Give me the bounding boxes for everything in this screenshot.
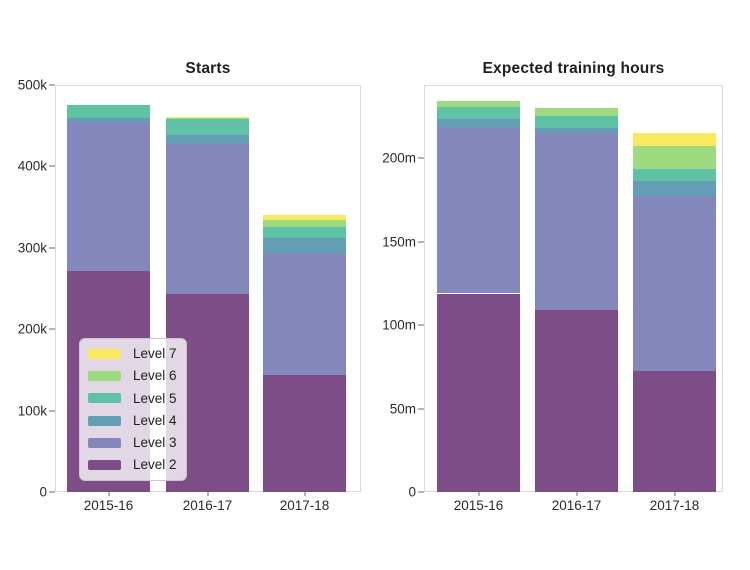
bar-segment (633, 195, 716, 372)
legend-item: Level 4 (88, 414, 180, 428)
y-axis-tick-mark (418, 324, 424, 327)
bar-segment (535, 133, 618, 311)
bar-segment (263, 374, 346, 492)
x-axis-tick-mark (206, 492, 209, 496)
x-axis-tick-label: 2017-18 (279, 498, 330, 513)
y-axis-tick-label: 500k (17, 77, 47, 93)
x-axis-tick-label: 2016-17 (551, 498, 602, 513)
legend-swatch (88, 348, 121, 359)
bar-segment (67, 104, 150, 119)
y-axis-tick-label: 50m (389, 400, 416, 416)
chart-title-starts: Starts (185, 60, 231, 77)
x-axis-tick-label: 2015-16 (83, 498, 134, 513)
legend-swatch (88, 415, 121, 426)
legend-swatch (88, 437, 121, 448)
x-axis-tick-mark (107, 492, 110, 496)
x-axis-tick-label: 2015-16 (453, 498, 504, 513)
legend-item: Level 3 (88, 436, 180, 450)
y-axis-tick-mark (49, 84, 55, 86)
bar-segment (437, 106, 520, 120)
bar-segment (633, 132, 716, 146)
bar-segment (437, 100, 520, 107)
legend-item-label: Level 3 (133, 435, 177, 451)
bar-segment (263, 220, 346, 227)
bar-segment (166, 119, 249, 136)
legend-swatch (88, 393, 121, 404)
bar-segment (166, 135, 249, 145)
y-axis-tick-mark (418, 240, 424, 243)
bar-segment (535, 115, 618, 128)
y-axis-tick-label: 100m (382, 317, 416, 333)
legend-item: Level 7 (88, 347, 180, 361)
y-axis-tick-label: 300k (17, 240, 47, 256)
y-axis-tick-label: 100k (17, 402, 47, 418)
legend-item-label: Level 7 (133, 346, 177, 361)
chart-title-expected-training-hours: Expected training hours (482, 60, 665, 77)
y-axis-tick-label: 200k (17, 321, 47, 337)
y-axis-tick-label: 0 (39, 484, 47, 500)
bar-segment (437, 119, 520, 129)
x-axis-tick-mark (673, 492, 676, 496)
bar-segment (633, 145, 716, 170)
legend-item-label: Level 2 (133, 457, 177, 473)
y-axis-tick-label: 150m (382, 234, 416, 250)
bar-segment (535, 310, 618, 492)
y-axis-tick-mark (49, 409, 55, 412)
x-axis-tick-mark (303, 492, 306, 496)
y-axis-tick-mark (418, 157, 424, 160)
bar-segment (535, 108, 618, 116)
legend-swatch (88, 460, 121, 471)
legend-item: Level 5 (88, 392, 180, 406)
y-axis-tick-mark (49, 328, 55, 331)
bar-segment (166, 116, 249, 119)
y-axis-tick-mark (418, 407, 424, 410)
bar-segment (67, 122, 150, 271)
bar-segment (633, 169, 716, 181)
legend-item: Level 2 (88, 458, 180, 472)
bar-segment (437, 293, 520, 492)
bar-segment (263, 238, 346, 253)
bar-segment (263, 252, 346, 375)
legend: Level 7 Level 6 Level 5 Level 4 Level 3 Level… (79, 338, 187, 481)
bar-segment (263, 215, 346, 221)
legend-item-label: Level 5 (133, 390, 177, 406)
bar-segment (437, 128, 520, 294)
bar-segment (633, 180, 716, 196)
legend-item-label: Level 6 (133, 368, 177, 384)
y-axis-tick-mark (49, 246, 55, 249)
y-axis-tick-label: 0 (408, 484, 416, 500)
bar-segment (166, 144, 249, 295)
y-axis-tick-label: 200m (382, 150, 416, 166)
bar-segment (633, 371, 716, 492)
y-axis-tick-mark (49, 491, 55, 493)
y-axis-tick-label: 400k (17, 158, 47, 174)
x-axis-tick-label: 2017-18 (649, 498, 700, 513)
bar-segment (67, 118, 150, 123)
y-axis-tick-mark (418, 491, 424, 493)
x-axis-tick-mark (575, 492, 578, 496)
x-axis-tick-mark (477, 492, 480, 496)
legend-swatch (88, 371, 121, 382)
bar-segment (166, 118, 249, 120)
legend-item: Level 6 (88, 369, 180, 383)
x-axis-tick-label: 2016-17 (182, 498, 233, 513)
bar-segment (535, 127, 618, 134)
bar-segment (263, 226, 346, 239)
y-axis-tick-mark (49, 165, 55, 168)
legend-item-label: Level 4 (133, 412, 177, 428)
